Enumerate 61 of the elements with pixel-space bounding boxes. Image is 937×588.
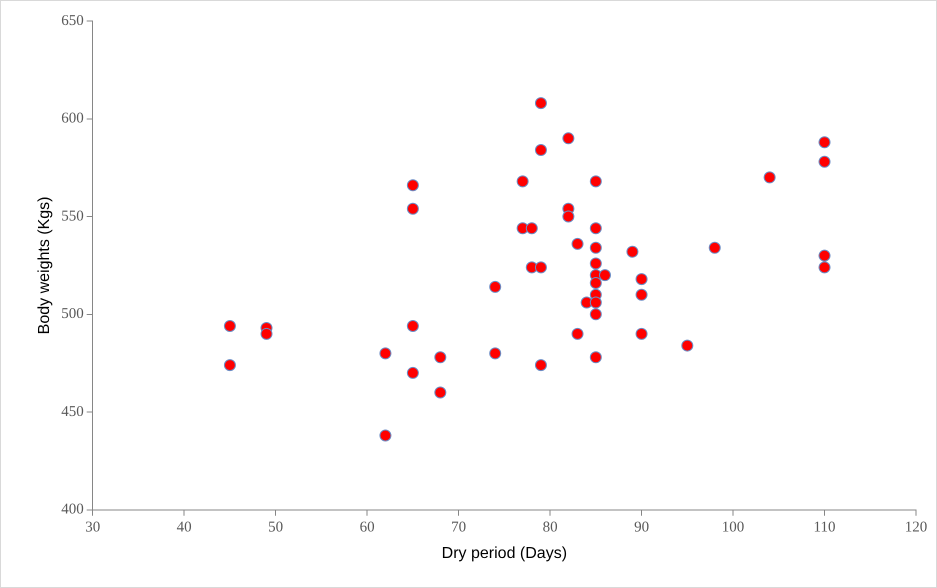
x-tick-label: 110: [814, 520, 836, 536]
x-tick-label: 60: [360, 520, 375, 536]
point: [764, 171, 776, 184]
point: [489, 280, 502, 293]
point: [818, 136, 831, 148]
point: [489, 347, 502, 360]
point: [636, 288, 648, 301]
point: [636, 328, 648, 340]
point: [526, 222, 538, 234]
y-tick-label: 550: [61, 208, 84, 224]
y-tick-label: 600: [61, 110, 84, 127]
y-axis-title: Body weights (Kgs): [36, 196, 54, 334]
point: [224, 359, 236, 372]
point: [434, 386, 446, 398]
point: [626, 246, 638, 258]
point: [572, 328, 584, 340]
point: [818, 156, 831, 168]
point: [516, 175, 529, 188]
point: [590, 242, 602, 254]
y-tick-label: 500: [61, 306, 84, 322]
point: [260, 328, 273, 340]
point: [818, 250, 831, 262]
point: [379, 347, 392, 360]
point: [590, 222, 602, 234]
point: [562, 210, 574, 223]
x-tick-label: 120: [904, 520, 928, 536]
point: [224, 320, 236, 332]
point: [590, 175, 602, 188]
point: [598, 269, 611, 282]
point: [406, 320, 419, 332]
point: [590, 351, 602, 364]
point: [534, 261, 547, 274]
point: [562, 132, 574, 144]
point: [534, 97, 547, 110]
x-tick-label: 70: [451, 520, 466, 536]
point: [379, 430, 392, 442]
point: [708, 242, 721, 254]
y-tick-label: 400: [61, 502, 84, 518]
point: [534, 144, 547, 156]
point: [590, 296, 602, 309]
x-tick-label: 90: [634, 520, 650, 536]
point: [434, 351, 446, 364]
point: [636, 273, 648, 286]
x-tick-label: 100: [722, 520, 744, 536]
y-tick-label: 650: [61, 12, 84, 29]
x-tick-label: 30: [85, 520, 100, 536]
point: [681, 340, 694, 352]
point: [406, 179, 419, 192]
x-tick-label: 40: [176, 520, 192, 536]
point: [406, 202, 419, 215]
point: [590, 308, 602, 320]
point: [534, 359, 547, 372]
y-tick-label: 450: [61, 404, 84, 420]
point: [590, 276, 602, 289]
point: [572, 238, 584, 250]
x-axis-title: Dry period (Days): [442, 544, 568, 562]
x-tick-label: 50: [268, 520, 284, 536]
x-tick-label: 80: [542, 520, 558, 536]
point: [818, 261, 831, 274]
point: [590, 257, 602, 270]
point: [406, 366, 419, 379]
